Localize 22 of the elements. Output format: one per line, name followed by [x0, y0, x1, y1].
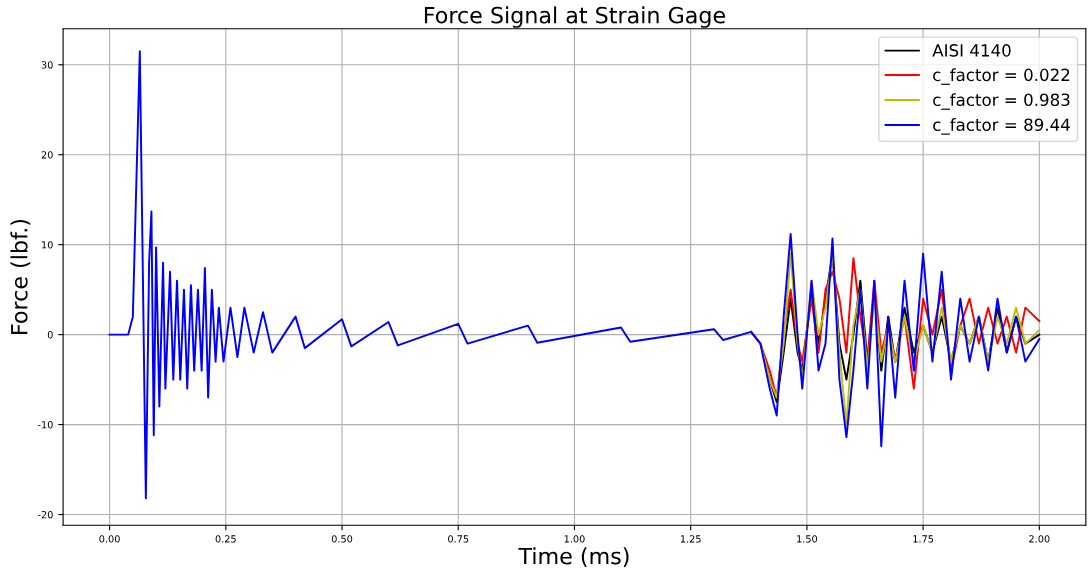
x-axis-title: Time (ms) — [518, 547, 629, 568]
y-tick-label: 10 — [42, 241, 53, 249]
x-tick-label: 1.25 — [680, 535, 701, 543]
x-tick-label: 2.00 — [1029, 535, 1050, 543]
y-tick-label: -20 — [37, 511, 53, 519]
y-tick-label: 0 — [47, 331, 53, 339]
x-tick-label: 0.25 — [215, 535, 236, 543]
legend-label: c_factor = 0.983 — [933, 93, 1070, 110]
legend-label: AISI 4140 — [932, 44, 1011, 57]
x-tick-label: 0.75 — [448, 535, 469, 543]
x-tick-label: 1.75 — [913, 535, 934, 543]
x-tick-label: 1.00 — [564, 535, 585, 543]
y-axis-title: Force (lbf.) — [10, 219, 31, 334]
y-tick-label: 20 — [41, 151, 53, 159]
x-tick-label: 1.50 — [797, 535, 818, 543]
legend-label: c_factor = 89.44 — [933, 118, 1070, 135]
legend-label: c_factor = 0.022 — [933, 68, 1070, 85]
y-tick-label: 30 — [41, 61, 53, 69]
x-tick-label: 0.00 — [99, 535, 120, 543]
chart-title: Force Signal at Strain Gage — [424, 6, 725, 28]
y-tick-label: -10 — [37, 421, 53, 429]
x-tick-label: 0.50 — [331, 535, 353, 543]
